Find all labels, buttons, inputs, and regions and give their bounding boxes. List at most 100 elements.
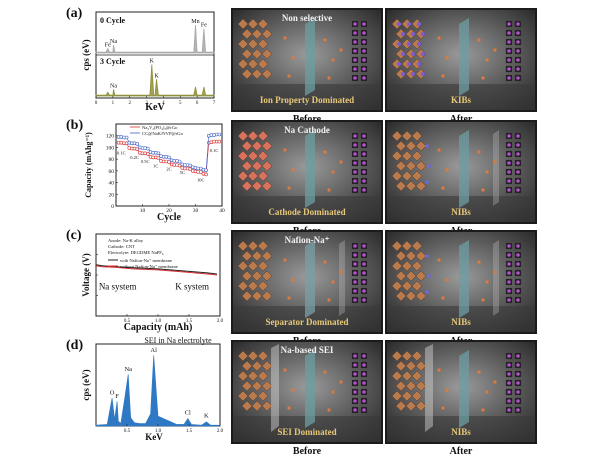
anode-ion: [362, 363, 366, 367]
anode-ion: [353, 280, 357, 284]
lattice-block: [415, 180, 427, 192]
potassium-ion: [407, 62, 411, 66]
x-tick-label: 1.5: [186, 429, 193, 434]
anode-ion: [516, 188, 520, 192]
y-tick-label: 80: [109, 157, 115, 163]
lattice-block: [237, 18, 249, 30]
peak-label: K: [154, 73, 159, 79]
lattice-block: [257, 390, 269, 402]
series-label: 0 Cycle: [100, 16, 126, 25]
rate-label: 10C: [197, 177, 205, 182]
anode-ion: [507, 58, 511, 62]
potassium-ion: [411, 52, 415, 56]
series-1-line: [95, 265, 217, 276]
migrating-ion: [477, 370, 481, 374]
plot-frame: [115, 123, 223, 207]
potassium-ion: [401, 32, 405, 36]
migrating-ion: [327, 298, 331, 302]
lattice-block: [395, 360, 407, 372]
lattice-block: [411, 370, 423, 382]
legend-note: Anode: Na-K alloy: [108, 238, 144, 243]
anode-ion: [516, 22, 520, 26]
migrating-ion: [485, 280, 489, 284]
data-point: [146, 146, 150, 151]
anode-ion: [353, 244, 357, 248]
row-d: (d) SEI in Na electrolyte O F Na Al Cl K 0.5 1.0…: [0, 336, 606, 457]
anode-ion: [516, 179, 520, 183]
lattice-block: [391, 260, 403, 272]
scene-floor: [387, 416, 535, 442]
data-point: [167, 160, 171, 164]
y-tick-label: 40: [109, 181, 115, 187]
mid-panel: Na Cathode Cathode Dominated: [231, 120, 383, 224]
lattice-block: [395, 270, 407, 282]
anode-ion: [507, 363, 511, 367]
system-label: Na system: [99, 281, 137, 291]
lattice-block: [261, 180, 273, 192]
lattice-block: [257, 370, 269, 382]
separator: [305, 18, 315, 96]
panel-caption: SEI Dominated: [277, 427, 337, 437]
migrating-ion: [441, 74, 445, 78]
lattice-block: [251, 180, 263, 192]
lattice-block: [395, 180, 407, 192]
lattice-block: [257, 58, 269, 70]
x-tick-label: 5: [179, 101, 182, 106]
y-axis-label: cps (eV): [81, 39, 91, 70]
battery-schematic: [233, 342, 381, 442]
anode-ion: [362, 244, 366, 248]
series-0-area: [95, 24, 215, 54]
anode-ion: [353, 354, 357, 358]
lattice-block: [411, 170, 423, 182]
potassium-ion: [411, 72, 415, 76]
anode-ion: [353, 170, 357, 174]
data-point: [188, 167, 192, 171]
anode-ion: [507, 40, 511, 44]
sodium-ion: [425, 144, 429, 148]
lattice-block: [395, 160, 407, 172]
x-tick-label: 2: [128, 101, 131, 106]
y-axis-label: Voltage (V): [81, 253, 91, 296]
peak-label: Fe: [201, 23, 207, 29]
migrating-ion: [287, 296, 291, 300]
lattice-block: [405, 160, 417, 172]
lattice-block: [391, 390, 403, 402]
anode-ion: [353, 134, 357, 138]
migrating-ion: [331, 170, 335, 174]
anode-ion: [362, 280, 366, 284]
panel-caption: Separator Dominated: [265, 317, 349, 327]
anode-ion: [362, 67, 366, 71]
potassium-ion: [417, 62, 421, 66]
lattice-block: [391, 150, 403, 162]
sodium-ion: [425, 254, 429, 258]
sei-layer: [425, 344, 433, 432]
lattice-block: [257, 150, 269, 162]
anode-ion: [516, 271, 520, 275]
lattice-block: [241, 270, 253, 282]
x-tick-label: 3: [145, 101, 148, 106]
anode-ion: [362, 58, 366, 62]
anode-ion: [507, 390, 511, 394]
anode-ion: [507, 298, 511, 302]
scene-floor: [233, 416, 381, 442]
anode-ion: [507, 161, 511, 165]
migrating-ion: [441, 186, 445, 190]
data-point: [204, 172, 208, 177]
lattice-block: [415, 380, 427, 392]
mid-panel: Nafion-Na⁺ Separator Dominated: [231, 230, 383, 334]
anode-ion: [353, 76, 357, 80]
lattice-block: [405, 180, 417, 192]
anode-ion: [516, 244, 520, 248]
series-0-line: [95, 264, 217, 275]
anode-ion: [516, 363, 520, 367]
migrating-ion: [493, 48, 497, 52]
battery-schematic: [233, 232, 381, 332]
potassium-ion: [407, 42, 411, 46]
lattice-block: [237, 260, 249, 272]
lattice-block: [237, 38, 249, 50]
state-before-label: Before: [233, 114, 381, 125]
lattice-block: [247, 350, 259, 362]
lattice-block: [415, 160, 427, 172]
